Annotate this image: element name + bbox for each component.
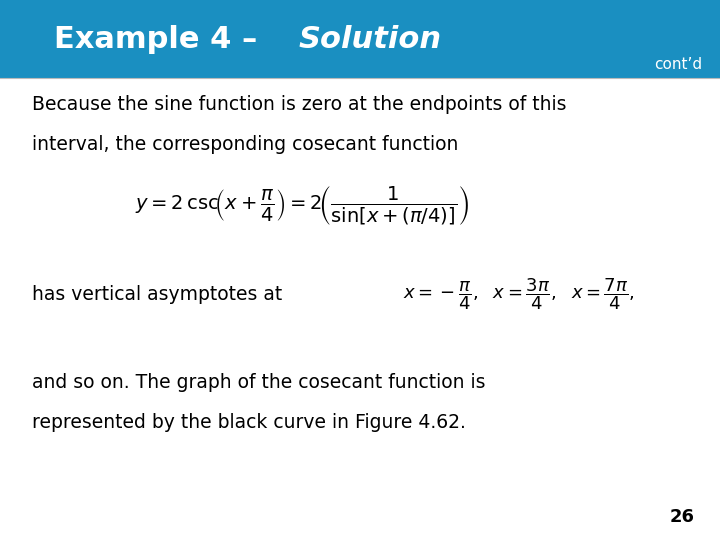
Text: Solution: Solution bbox=[299, 25, 442, 53]
Bar bbox=[0, 0, 720, 78]
Text: and so on. The graph of the cosecant function is: and so on. The graph of the cosecant fun… bbox=[32, 373, 486, 392]
Text: Example 4 –: Example 4 – bbox=[54, 25, 268, 53]
Text: $y = 2\,\mathrm{csc}\!\left(x + \dfrac{\pi}{4}\right) = 2\!\left(\dfrac{1}{\sin[: $y = 2\,\mathrm{csc}\!\left(x + \dfrac{\… bbox=[135, 184, 469, 227]
Text: cont’d: cont’d bbox=[654, 57, 702, 72]
Text: 26: 26 bbox=[670, 509, 695, 526]
Text: Because the sine function is zero at the endpoints of this: Because the sine function is zero at the… bbox=[32, 94, 567, 113]
Text: has vertical asymptotes at: has vertical asymptotes at bbox=[32, 285, 283, 304]
Text: $x = -\dfrac{\pi}{4},\ \ x = \dfrac{3\pi}{4},\ \ x = \dfrac{7\pi}{4},$: $x = -\dfrac{\pi}{4},\ \ x = \dfrac{3\pi… bbox=[402, 276, 634, 312]
Text: represented by the black curve in Figure 4.62.: represented by the black curve in Figure… bbox=[32, 413, 467, 432]
Text: interval, the corresponding cosecant function: interval, the corresponding cosecant fun… bbox=[32, 135, 459, 154]
